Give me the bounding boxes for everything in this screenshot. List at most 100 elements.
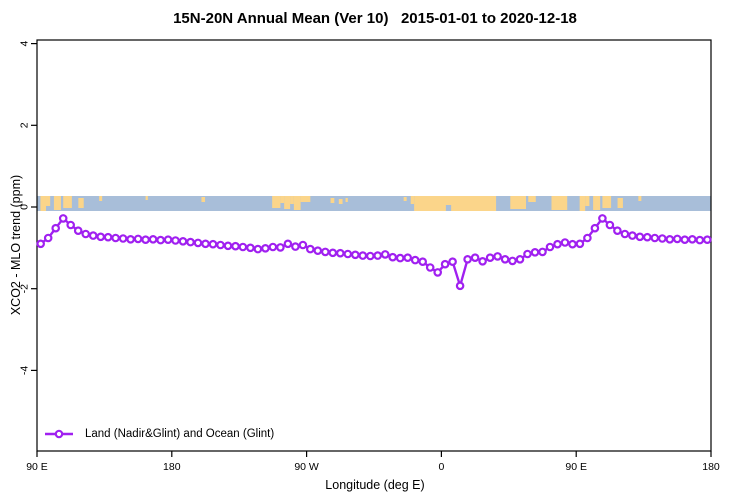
data-point bbox=[58, 214, 68, 223]
data-point bbox=[126, 235, 135, 244]
land-strip-segment bbox=[201, 197, 206, 202]
data-point bbox=[575, 239, 585, 249]
data-point bbox=[508, 256, 517, 266]
land-strip-segment bbox=[593, 196, 601, 210]
land-strip-segment bbox=[272, 196, 281, 208]
land-strip-segment bbox=[528, 196, 536, 202]
data-point bbox=[493, 252, 502, 261]
data-point bbox=[687, 235, 697, 244]
data-point bbox=[268, 242, 278, 252]
data-point bbox=[73, 226, 83, 236]
data-point bbox=[246, 243, 255, 253]
data-point bbox=[680, 235, 690, 245]
data-point bbox=[410, 255, 420, 265]
data-point bbox=[238, 242, 248, 252]
data-point bbox=[485, 253, 495, 263]
x-axis-label: Longitude (deg E) bbox=[325, 478, 425, 492]
data-point bbox=[276, 243, 285, 252]
land-strip-segment bbox=[53, 196, 61, 210]
data-point bbox=[178, 237, 188, 246]
data-point bbox=[373, 251, 383, 260]
data-point bbox=[133, 234, 143, 244]
data-point bbox=[628, 231, 637, 240]
data-point bbox=[560, 238, 570, 247]
data-point bbox=[320, 247, 330, 257]
data-point bbox=[358, 251, 368, 260]
data-point bbox=[440, 259, 450, 269]
x-tick-label: 0 bbox=[438, 461, 444, 473]
data-point bbox=[672, 234, 682, 244]
data-point bbox=[433, 268, 443, 277]
data-point bbox=[598, 214, 607, 223]
plot-frame bbox=[36, 39, 712, 452]
land-strip-segment bbox=[403, 197, 407, 201]
data-point bbox=[305, 244, 315, 254]
land-strip-segment bbox=[78, 198, 84, 208]
data-point bbox=[403, 253, 413, 263]
land-strip-segment bbox=[293, 196, 301, 210]
data-point bbox=[118, 234, 128, 243]
land-strip-segment bbox=[602, 196, 612, 208]
land-strip-segment bbox=[290, 196, 294, 204]
y-axis-label: XCO2 - MLO trend (ppm) bbox=[9, 174, 23, 316]
data-point bbox=[88, 231, 98, 240]
data-point bbox=[231, 241, 240, 251]
data-point bbox=[463, 254, 472, 264]
x-tick-label: 180 bbox=[163, 461, 181, 473]
data-point bbox=[43, 233, 53, 243]
data-point bbox=[343, 249, 353, 259]
land-strip-segment bbox=[338, 199, 343, 204]
land-strip-segment bbox=[638, 196, 642, 201]
data-point bbox=[365, 251, 375, 261]
data-point bbox=[635, 232, 645, 242]
data-point bbox=[201, 239, 210, 249]
data-point bbox=[328, 248, 338, 258]
legend: Land (Nadir&Glint) and Ocean (Glint) bbox=[44, 428, 274, 440]
land-strip-segment bbox=[510, 196, 527, 209]
data-point bbox=[702, 235, 712, 245]
data-point bbox=[470, 253, 480, 263]
data-point bbox=[253, 244, 263, 254]
data-point bbox=[298, 240, 308, 250]
data-point bbox=[650, 233, 660, 243]
data-point bbox=[193, 238, 203, 248]
legend-label: Land (Nadir&Glint) and Ocean (Glint) bbox=[85, 428, 275, 440]
data-point bbox=[500, 254, 510, 264]
land-strip-segment bbox=[145, 196, 148, 200]
land-strip-segment bbox=[45, 196, 51, 206]
data-point bbox=[141, 235, 150, 245]
data-point bbox=[418, 257, 428, 267]
data-point bbox=[103, 232, 113, 242]
x-tick-label: 90 E bbox=[26, 461, 48, 473]
y-tick-label: 0 bbox=[19, 204, 31, 210]
land-strip-segment bbox=[414, 196, 497, 211]
data-point bbox=[51, 223, 61, 233]
data-point bbox=[380, 250, 390, 259]
data-point bbox=[553, 239, 562, 249]
land-strip-segment bbox=[284, 196, 291, 209]
land-strip-segment bbox=[617, 198, 623, 208]
data-point bbox=[695, 235, 705, 245]
data-point bbox=[171, 236, 180, 245]
data-point bbox=[96, 232, 106, 242]
data-point bbox=[665, 235, 675, 244]
y-tick-label: 2 bbox=[19, 122, 31, 128]
x-tick-label: 180 bbox=[702, 461, 720, 473]
data-point bbox=[223, 241, 233, 251]
data-point bbox=[478, 256, 487, 266]
land-strip-segment bbox=[345, 198, 348, 202]
y-tick-label: 4 bbox=[19, 41, 31, 47]
data-point bbox=[261, 244, 270, 253]
land-strip-segment bbox=[63, 196, 72, 208]
data-point bbox=[313, 246, 323, 256]
data-point bbox=[523, 249, 532, 259]
land-strip-segment bbox=[330, 198, 335, 203]
ocean-strip bbox=[37, 196, 711, 211]
data-point bbox=[530, 248, 540, 257]
x-tick-label: 90 W bbox=[294, 461, 319, 473]
y-tick-label: -4 bbox=[19, 366, 31, 375]
data-point bbox=[291, 242, 300, 251]
data-point bbox=[350, 250, 360, 260]
